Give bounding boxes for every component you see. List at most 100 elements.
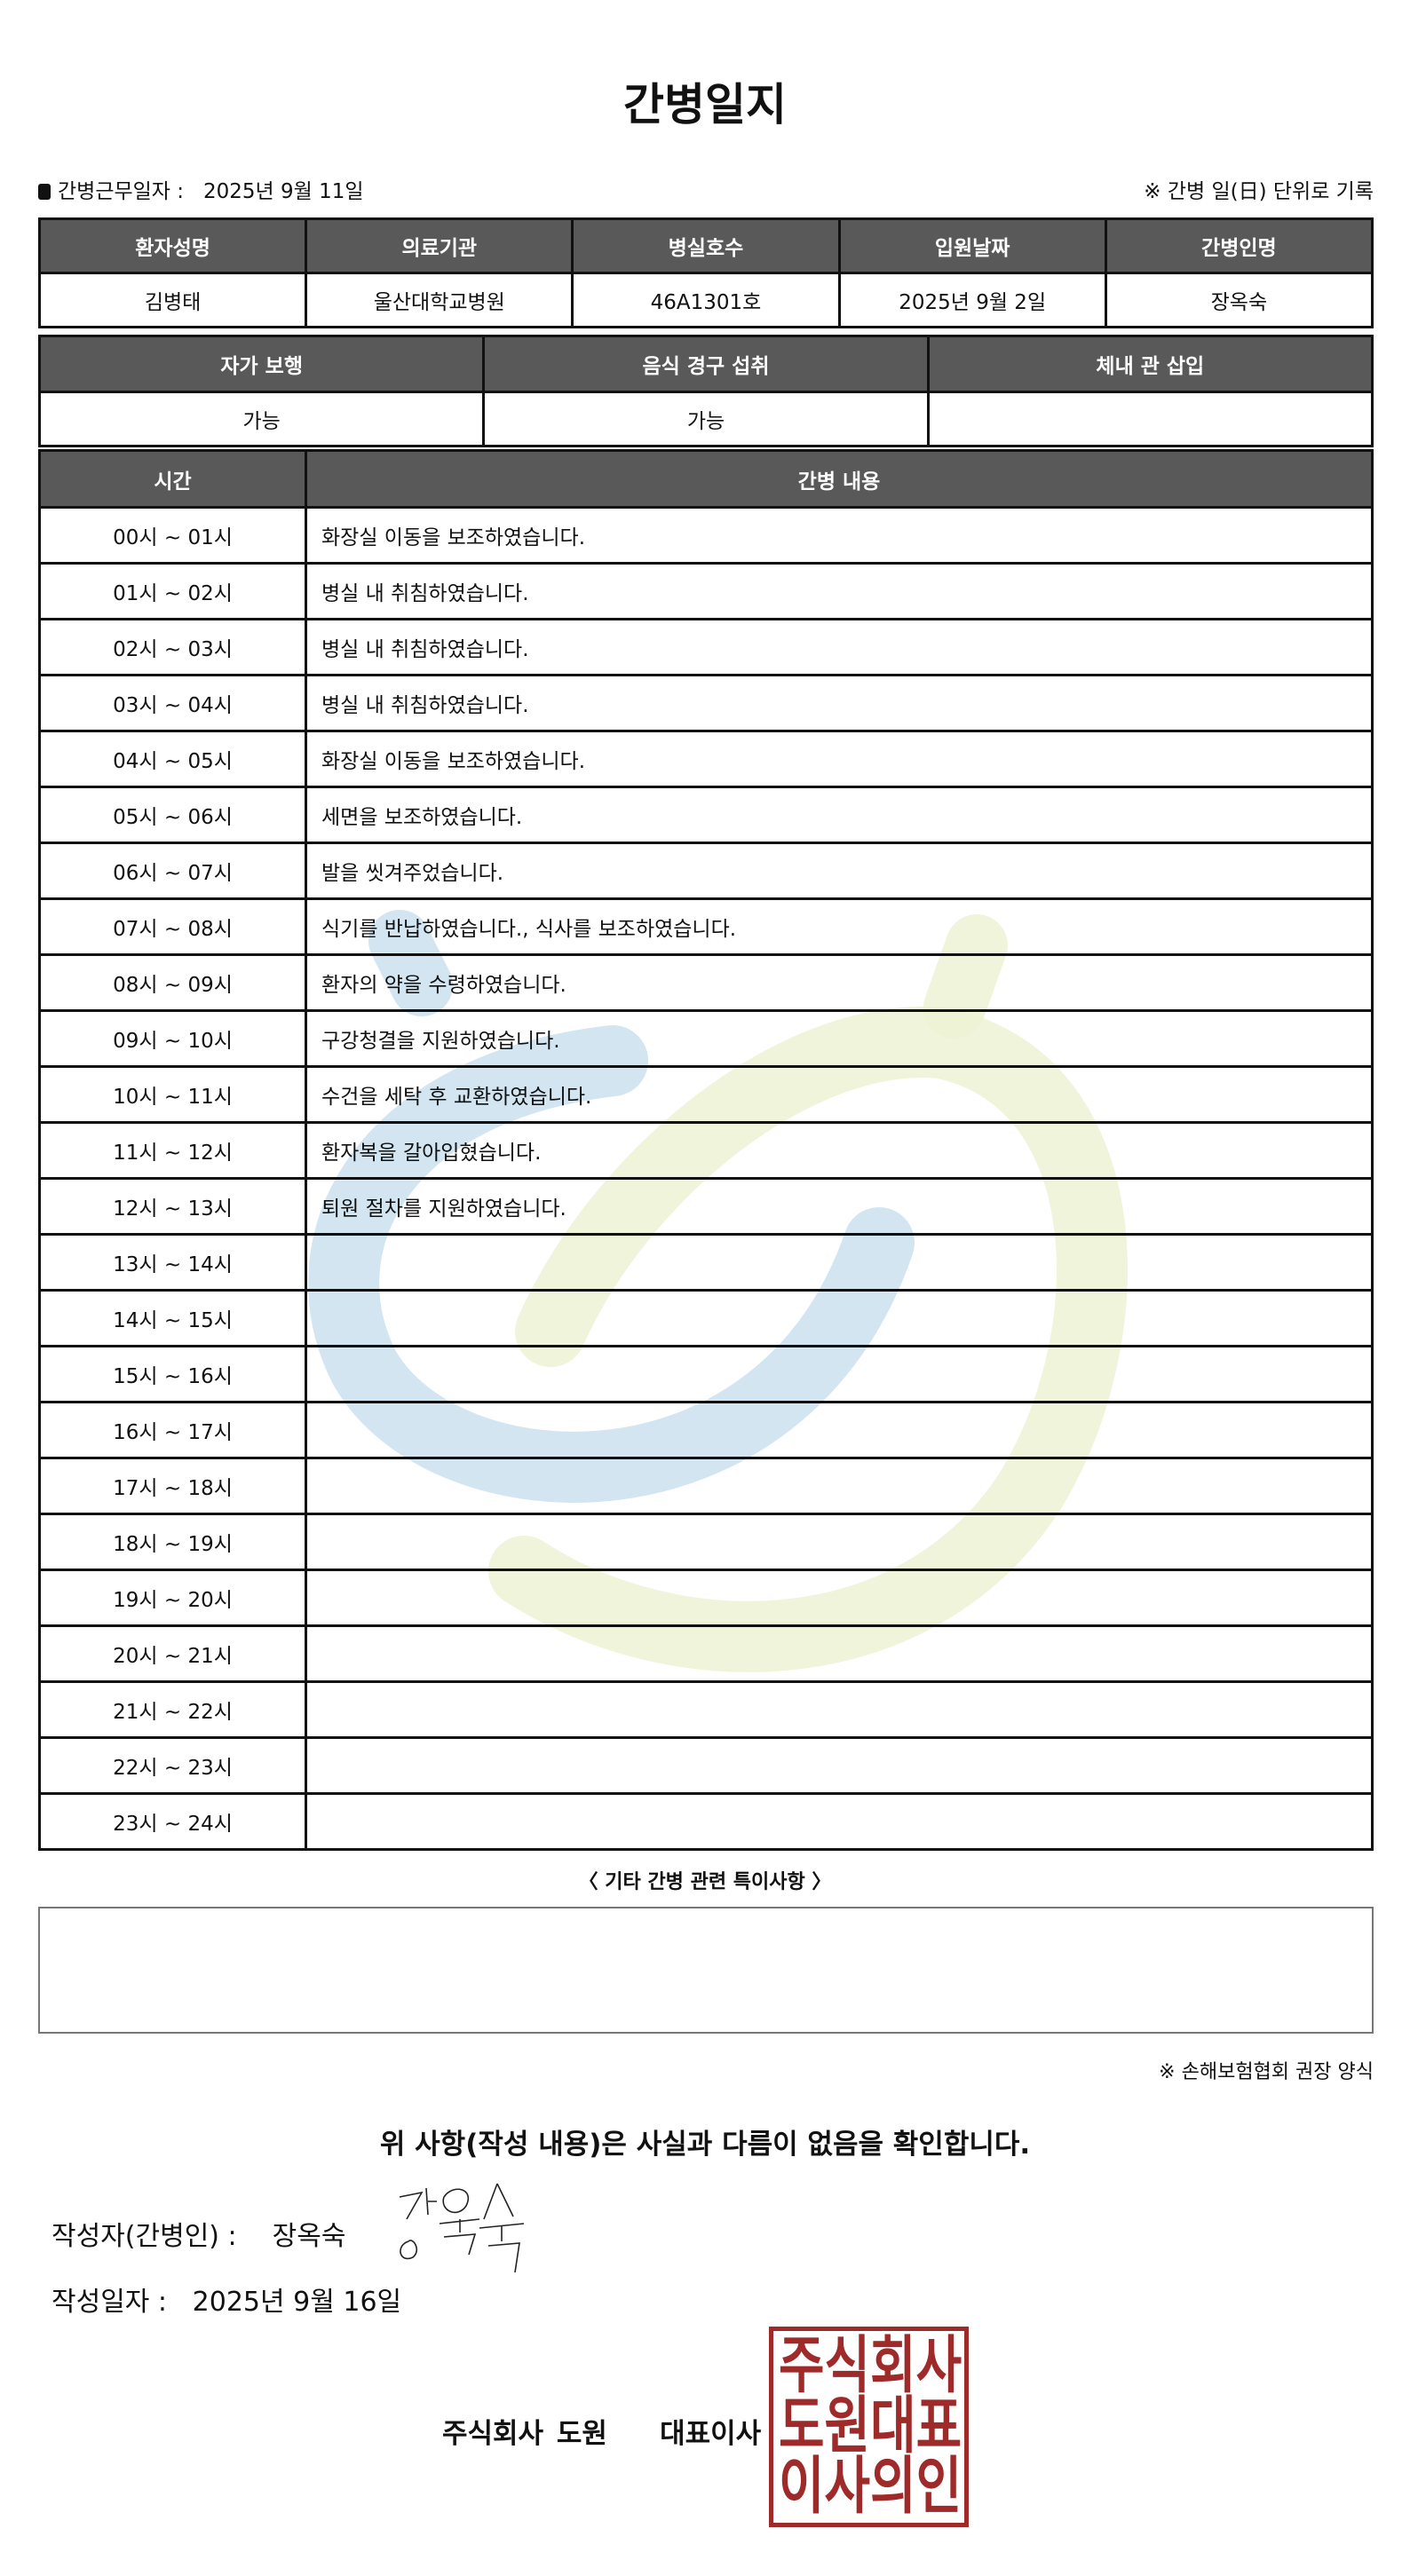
- seal-glyph: 대: [870, 2390, 916, 2462]
- log-table: 시간 간병 내용 00시 ~ 01시 화장실 이동을 보조하였습니다. 01시 ~ 0…: [38, 449, 1374, 1851]
- form-note: ※ 손해보험협회 권장 양식: [1159, 2061, 1374, 2083]
- status-header: 자가 보행: [37, 335, 486, 393]
- confirm-statement: 위 사항(작성 내용)은 사실과 다름이 없음을 확인합니다.: [379, 2129, 1031, 2161]
- seal-glyph: 이: [779, 2450, 825, 2523]
- table-row: 15시 ~ 16시: [38, 1345, 1374, 1403]
- table-row: 06시 ~ 07시 발을 씻겨주었습니다.: [38, 842, 1374, 900]
- content-cell: 병실 내 취침하였습니다.: [305, 674, 1374, 732]
- patient-value: 장옥숙: [1104, 272, 1374, 328]
- content-cell: 세면을 보조하였습니다.: [305, 786, 1374, 844]
- status-value: [926, 391, 1374, 447]
- time-cell: 08시 ~ 09시: [38, 953, 307, 1012]
- content-cell: [305, 1513, 1374, 1571]
- time-cell: 17시 ~ 18시: [38, 1457, 307, 1515]
- content-cell: [305, 1401, 1374, 1459]
- time-cell: 05시 ~ 06시: [38, 786, 307, 844]
- patient-header: 의료기관: [305, 217, 574, 274]
- patient-value: 2025년 9월 2일: [837, 272, 1107, 328]
- seal-glyph: 표: [915, 2390, 962, 2462]
- table-row: 04시 ~ 05시 화장실 이동을 보조하였습니다.: [38, 730, 1374, 788]
- time-cell: 01시 ~ 02시: [38, 562, 307, 620]
- patient-table: 환자성명 의료기관 병실호수 입원날짜 간병인명 김병태 울산대학교병원 46A1301호 20…: [37, 217, 1374, 328]
- time-cell: 09시 ~ 10시: [38, 1009, 307, 1068]
- table-row: 23시 ~ 24시: [38, 1792, 1374, 1851]
- company-name: 주식회사 도원: [442, 2418, 607, 2450]
- ceo-title: 대표이사: [660, 2418, 762, 2450]
- content-cell: 환자의 약을 수령하였습니다.: [305, 953, 1374, 1012]
- content-cell: [305, 1680, 1374, 1739]
- content-cell: [305, 1624, 1374, 1683]
- status-value: 가능: [482, 391, 930, 447]
- seal-glyph: 식: [824, 2329, 871, 2402]
- time-cell: 03시 ~ 04시: [38, 674, 307, 732]
- seal-glyph: 회: [870, 2329, 916, 2402]
- table-row: 08시 ~ 09시 환자의 약을 수령하였습니다.: [38, 953, 1374, 1012]
- time-cell: 07시 ~ 08시: [38, 897, 307, 956]
- content-cell: [305, 1345, 1374, 1403]
- record-note: ※ 간병 일(日) 단위로 기록: [1144, 180, 1374, 203]
- status-table: 자가 보행 음식 경구 섭취 체내 관 삽입 가능 가능: [37, 335, 1374, 447]
- special-notes-box: [38, 1907, 1374, 2034]
- writer-label: 작성자(간병인) :: [51, 2221, 237, 2252]
- company-line: 주식회사 도원 대표이사: [442, 2411, 761, 2451]
- time-cell: 19시 ~ 20시: [38, 1569, 307, 1627]
- special-notes-label: 〈 기타 간병 관련 특이사항 〉: [578, 1871, 832, 1893]
- written-date-line: 작성일자 : 2025년 9월 16일: [51, 2280, 401, 2319]
- content-cell: [305, 1569, 1374, 1627]
- table-row: 19시 ~ 20시: [38, 1569, 1374, 1627]
- table-row: 09시 ~ 10시 구강청결을 지원하였습니다.: [38, 1009, 1374, 1068]
- time-cell: 18시 ~ 19시: [38, 1513, 307, 1571]
- table-row: 11시 ~ 12시 환자복을 갈아입혔습니다.: [38, 1121, 1374, 1180]
- table-row: 12시 ~ 13시 퇴원 절차를 지원하였습니다.: [38, 1177, 1374, 1236]
- patient-header: 입원날짜: [837, 217, 1107, 274]
- time-cell: 20시 ~ 21시: [38, 1624, 307, 1683]
- table-row: 16시 ~ 17시: [38, 1401, 1374, 1459]
- patient-value: 46A1301호: [571, 272, 841, 328]
- time-cell: 12시 ~ 13시: [38, 1177, 307, 1236]
- table-row: 22시 ~ 23시: [38, 1736, 1374, 1795]
- signature: [399, 2183, 525, 2273]
- table-row: 20시 ~ 21시: [38, 1624, 1374, 1683]
- written-date-label: 작성일자 :: [51, 2287, 168, 2318]
- seal-glyph: 주: [779, 2329, 825, 2402]
- patient-header: 환자성명: [37, 217, 308, 274]
- table-row: 01시 ~ 02시 병실 내 취침하였습니다.: [38, 562, 1374, 620]
- info-line: 간병근무일자 : 2025년 9월 11일 ※ 간병 일(日) 단위로 기록: [38, 174, 1374, 204]
- table-row: 02시 ~ 03시 병실 내 취침하였습니다.: [38, 618, 1374, 676]
- content-cell: 화장실 이동을 보조하였습니다.: [305, 730, 1374, 788]
- seal-glyph: 사: [824, 2450, 871, 2523]
- header-content: 간병 내용: [305, 449, 1374, 509]
- content-cell: [305, 1233, 1374, 1292]
- seal-glyph: 인: [915, 2450, 962, 2523]
- seal-glyph: 도: [779, 2390, 825, 2462]
- time-cell: 02시 ~ 03시: [38, 618, 307, 676]
- time-cell: 15시 ~ 16시: [38, 1345, 307, 1403]
- time-cell: 22시 ~ 23시: [38, 1736, 307, 1795]
- table-row: 14시 ~ 15시: [38, 1289, 1374, 1347]
- seal-glyph: 사: [915, 2329, 962, 2402]
- content-cell: [305, 1457, 1374, 1515]
- table-row: 13시 ~ 14시: [38, 1233, 1374, 1292]
- content-cell: 환자복을 갈아입혔습니다.: [305, 1121, 1374, 1180]
- bullet-icon: [38, 184, 51, 200]
- time-cell: 23시 ~ 24시: [38, 1792, 307, 1851]
- time-cell: 06시 ~ 07시: [38, 842, 307, 900]
- header-time: 시간: [38, 449, 307, 509]
- status-header: 체내 관 삽입: [926, 335, 1374, 393]
- time-cell: 04시 ~ 05시: [38, 730, 307, 788]
- table-row: 07시 ~ 08시 식기를 반납하였습니다., 식사를 보조하였습니다.: [38, 897, 1374, 956]
- table-row: 10시 ~ 11시 수건을 세탁 후 교환하였습니다.: [38, 1065, 1374, 1124]
- content-cell: 식기를 반납하였습니다., 식사를 보조하였습니다.: [305, 897, 1374, 956]
- patient-value: 울산대학교병원: [305, 272, 574, 328]
- content-cell: [305, 1736, 1374, 1795]
- table-row: 03시 ~ 04시 병실 내 취침하였습니다.: [38, 674, 1374, 732]
- time-cell: 16시 ~ 17시: [38, 1401, 307, 1459]
- writer-line: 작성자(간병인) : 장옥숙: [51, 2214, 381, 2253]
- content-cell: 수건을 세탁 후 교환하였습니다.: [305, 1065, 1374, 1124]
- work-date: 2025년 9월 11일: [202, 180, 364, 203]
- patient-header: 간병인명: [1104, 217, 1374, 274]
- table-row: 00시 ~ 01시 화장실 이동을 보조하였습니다.: [38, 506, 1374, 565]
- written-date: 2025년 9월 16일: [192, 2287, 402, 2318]
- table-row: 17시 ~ 18시: [38, 1457, 1374, 1515]
